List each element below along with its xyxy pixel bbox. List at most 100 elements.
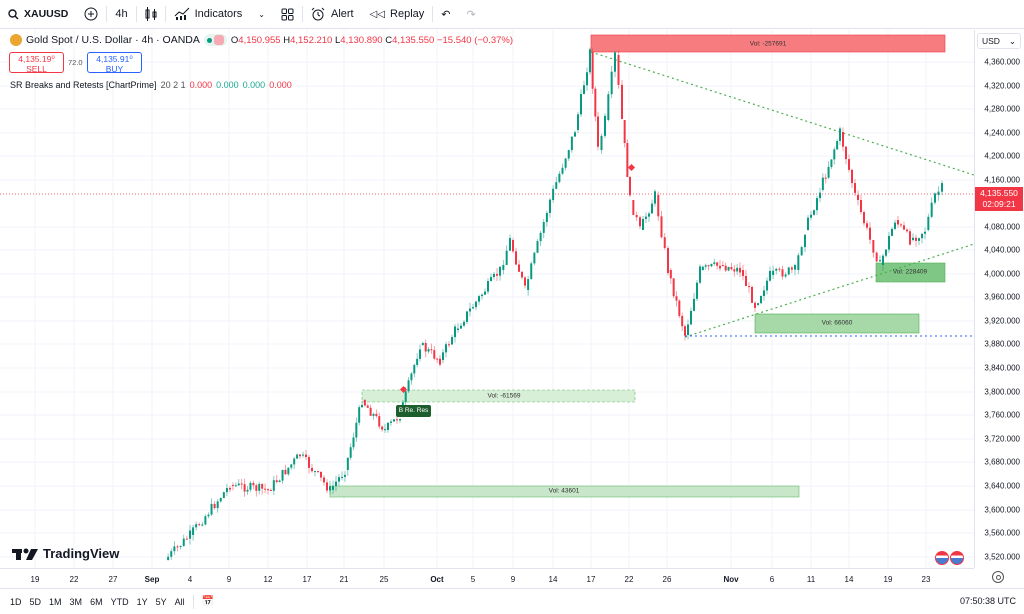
price-tick: 3,960.000 (984, 292, 1020, 302)
time-tick: 26 (662, 575, 672, 584)
candles (167, 47, 943, 561)
range-5y[interactable]: 5Y (155, 596, 167, 607)
time-tick: 6 (769, 575, 775, 584)
chevron-down-icon: ⌄ (1008, 36, 1016, 46)
clock[interactable]: 07:50:38 UTC (959, 596, 1016, 606)
break-marker (627, 163, 636, 172)
replay-button[interactable]: ◁◁ Replay (362, 0, 433, 28)
range-1y[interactable]: 1Y (136, 596, 148, 607)
zone-label: Vol: -61569 (487, 392, 521, 400)
price-tick: 4,320.000 (984, 81, 1020, 91)
price-tick: 4,160.000 (984, 175, 1020, 185)
buy-price: 4,135.91⁰ (96, 54, 133, 64)
time-tick: 19 (883, 575, 893, 584)
sell-label: SELL (26, 64, 47, 74)
top-toolbar: XAUUSD 4h Indicators ⌄ Alert ◁◁ Replay ↶… (0, 0, 1024, 29)
price-tick: 4,360.000 (984, 57, 1020, 67)
us-flag-icon[interactable] (935, 551, 949, 565)
range-3m[interactable]: 3M (69, 596, 83, 607)
current-price-label: 4,135.550 02:09:21 (975, 187, 1023, 211)
market-open-dot-icon (206, 38, 212, 43)
undo-button[interactable]: ↶ (433, 0, 458, 28)
price-tick: 4,080.000 (984, 222, 1020, 232)
alert-button[interactable]: Alert (303, 0, 362, 28)
us-flag-icon[interactable] (950, 551, 964, 565)
divider (192, 594, 194, 609)
symbol-title[interactable]: Gold Spot / U.S. Dollar · 4h · OANDA (26, 34, 200, 46)
divider (135, 6, 137, 22)
support-zone-1 (875, 262, 946, 283)
market-status-pill[interactable] (203, 34, 227, 46)
settings-icon[interactable] (992, 571, 1004, 583)
price-chart[interactable] (0, 30, 974, 568)
sell-button[interactable]: 4,135.19⁰ SELL (9, 52, 64, 74)
go-to-date-icon[interactable]: 📅 (201, 596, 215, 607)
alarm-clock-icon (311, 7, 325, 20)
interval-label: 4h (115, 8, 128, 20)
range-5d[interactable]: 5D (29, 596, 42, 607)
price-tick: 4,200.000 (984, 151, 1020, 161)
range-6m[interactable]: 6M (90, 596, 103, 607)
symbol-search[interactable]: XAUUSD (0, 0, 76, 28)
redo-button[interactable]: ↷ (458, 0, 483, 28)
range-1m[interactable]: 1M (49, 596, 62, 607)
price-tick: 4,000.000 (984, 269, 1020, 279)
time-axis[interactable]: 19 22 27 Sep 4 9 12 17 21 25 Oct 5 9 14 17 22 26 Nov 6 11 14… (0, 568, 974, 588)
time-tick: 19 (30, 575, 40, 584)
indicators-dropdown[interactable]: ⌄ (250, 0, 273, 28)
grid-layout-icon (281, 8, 294, 20)
support-zone-2 (754, 313, 920, 334)
bar-countdown: 02:09:21 (982, 199, 1016, 209)
indicators-button[interactable]: Indicators (166, 0, 251, 28)
price-tick: 3,760.000 (984, 410, 1020, 420)
candles-icon (145, 7, 157, 21)
currency-selector[interactable]: USD ⌄ (977, 33, 1021, 49)
alert-label: Alert (331, 8, 354, 20)
time-tick: 22 (69, 575, 79, 584)
price-tick: 3,600.000 (984, 505, 1020, 515)
range-ytd[interactable]: YTD (110, 596, 129, 607)
buy-button[interactable]: 4,135.91⁰ BUY (87, 52, 142, 74)
time-tick: 22 (624, 575, 634, 584)
tradingview-logo-icon (12, 548, 38, 560)
time-tick: 27 (108, 575, 118, 584)
price-tick: 4,040.000 (984, 245, 1020, 255)
current-price: 4,135.550 (980, 188, 1018, 198)
indicator-value: 0.000 (269, 80, 292, 90)
layouts-button[interactable] (273, 0, 302, 28)
spread-value: 72.0 (68, 58, 83, 67)
replay-label: Replay (390, 8, 425, 20)
redo-icon: ↷ (466, 8, 476, 21)
zone-label: Vol: 66060 (821, 319, 853, 327)
price-tick: 3,880.000 (984, 339, 1020, 349)
chart-legend: Gold Spot / U.S. Dollar · 4h · OANDA O4,… (10, 34, 513, 46)
chart-type-button[interactable] (137, 0, 165, 28)
indicator-value: 0.000 (189, 80, 213, 90)
time-tick: 14 (844, 575, 854, 584)
compare-symbol-button[interactable] (76, 0, 106, 28)
range-1d[interactable]: 1D (10, 596, 22, 607)
zone-label: Vol: -257691 (749, 40, 787, 48)
indicator-legend[interactable]: SR Breaks and Retests [ChartPrime] 20 2 … (10, 80, 292, 90)
currency-label: USD (982, 36, 1000, 46)
ascending-trendline (684, 243, 974, 338)
time-tick: 21 (339, 575, 349, 584)
time-tick: 11 (806, 575, 816, 584)
time-tick: 23 (921, 575, 931, 584)
price-tick: 3,680.000 (984, 457, 1020, 467)
price-tick: 3,800.000 (984, 387, 1020, 397)
price-axis[interactable]: 4,360.000 4,320.000 4,280.000 4,240.000 4,20… (974, 30, 1024, 568)
buy-label: BUY (105, 64, 124, 74)
economic-events[interactable] (935, 551, 964, 565)
time-tick: Sep (144, 575, 160, 584)
range-all[interactable]: All (174, 596, 185, 607)
time-tick: 5 (470, 575, 476, 584)
interval-button[interactable]: 4h (107, 0, 135, 28)
gold-symbol-icon (10, 34, 22, 46)
sell-price: 4,135.19⁰ (18, 54, 55, 64)
price-tick: 3,560.000 (984, 528, 1020, 538)
descending-trendline (590, 51, 974, 176)
divider (106, 6, 108, 22)
time-tick: 9 (226, 575, 232, 584)
symbol-name: XAUUSD (24, 8, 69, 20)
